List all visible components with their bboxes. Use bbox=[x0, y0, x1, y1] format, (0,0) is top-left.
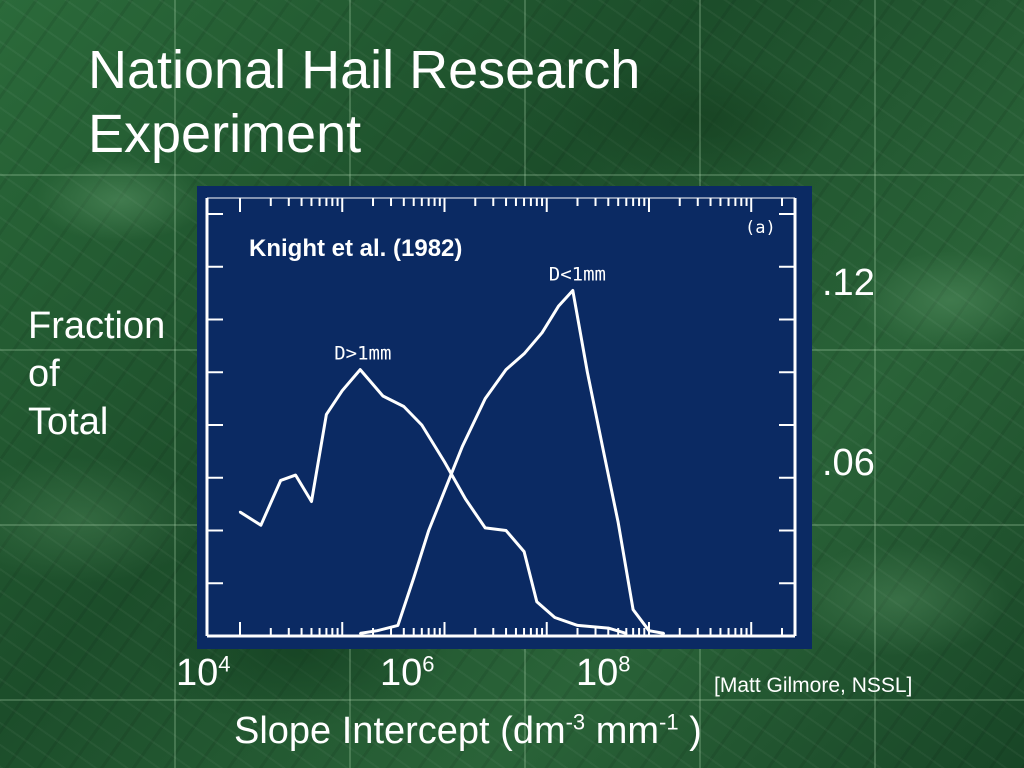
data-point bbox=[412, 576, 415, 580]
data-point bbox=[535, 600, 538, 603]
x-axis-label-end: ) bbox=[678, 710, 702, 752]
data-point bbox=[504, 368, 508, 371]
data-point bbox=[504, 529, 508, 532]
data-point bbox=[484, 397, 487, 400]
chart-plot: Knight et al. (1982) (a) D>1mm D<1mm bbox=[197, 186, 812, 649]
data-point bbox=[662, 632, 666, 635]
data-point bbox=[279, 479, 282, 482]
data-point bbox=[402, 405, 405, 408]
y-axis-label-line-3: Total bbox=[28, 401, 109, 443]
slide-title-line-1: National Hail Research bbox=[88, 40, 641, 100]
x-axis-label-exp-1: -3 bbox=[565, 709, 586, 735]
data-point bbox=[484, 526, 487, 530]
x-axis-label: Slope Intercept (dm-3 mm-1 ) bbox=[234, 710, 702, 753]
data-point bbox=[310, 500, 313, 503]
inset-labels: Knight et al. (1982) (a) D>1mm D<1mm bbox=[249, 218, 776, 365]
data-point bbox=[631, 608, 635, 611]
data-point bbox=[443, 489, 446, 493]
x-tick-exponent: 8 bbox=[618, 651, 631, 677]
data-point bbox=[540, 331, 544, 334]
x-tick-exponent: 4 bbox=[218, 651, 231, 677]
data-point bbox=[625, 632, 628, 635]
slide-title: National Hail Research Experiment bbox=[88, 38, 848, 166]
data-point bbox=[427, 529, 430, 532]
data-point bbox=[325, 413, 328, 416]
series-label-d-lt-1mm: D<1mm bbox=[549, 264, 606, 286]
x-tick-label-1e8: 108 bbox=[576, 652, 631, 695]
x-tick-exponent: 6 bbox=[422, 651, 435, 677]
data-point bbox=[259, 524, 263, 527]
plot-background bbox=[197, 186, 812, 649]
x-axis-label-exp-2: -1 bbox=[659, 709, 679, 735]
x-tick-base: 10 bbox=[380, 652, 423, 694]
data-point bbox=[553, 616, 556, 619]
x-axis-label-mid: mm bbox=[585, 710, 660, 752]
data-point bbox=[443, 460, 446, 464]
data-point bbox=[359, 632, 362, 635]
data-point bbox=[341, 389, 344, 392]
panel-label: (a) bbox=[745, 218, 776, 238]
data-point bbox=[420, 423, 423, 427]
series-layer bbox=[238, 289, 666, 635]
data-point bbox=[571, 289, 574, 292]
y-axis-label: Fraction of Total bbox=[28, 302, 228, 446]
data-point bbox=[396, 624, 400, 627]
data-point bbox=[376, 629, 379, 632]
credit-note: [Matt Gilmore, NSSL] bbox=[714, 674, 913, 697]
data-point bbox=[607, 626, 610, 630]
x-axis-label-base: Slope Intercept (dm bbox=[234, 710, 566, 752]
data-point bbox=[238, 510, 242, 514]
data-point bbox=[464, 497, 467, 501]
slide-title-line-2: Experiment bbox=[88, 104, 362, 164]
data-point bbox=[576, 624, 579, 627]
data-point bbox=[522, 352, 526, 355]
y-tick-label-12: .12 bbox=[822, 262, 875, 304]
x-tick-base: 10 bbox=[176, 652, 219, 694]
series-label-d-gt-1mm: D>1mm bbox=[334, 343, 391, 365]
y-axis-label-line-2: of bbox=[28, 353, 60, 395]
data-point bbox=[359, 368, 362, 371]
data-point bbox=[522, 550, 526, 553]
y-tick-label-06: .06 bbox=[822, 442, 875, 484]
data-point bbox=[586, 371, 589, 374]
data-point bbox=[601, 444, 604, 448]
x-tick-label-1e4: 104 bbox=[176, 652, 231, 695]
y-axis-label-line-1: Fraction bbox=[28, 305, 166, 347]
data-point bbox=[647, 629, 651, 632]
data-point bbox=[294, 473, 297, 477]
data-point bbox=[461, 444, 464, 448]
data-point bbox=[557, 305, 560, 308]
plot-frame bbox=[205, 197, 797, 638]
data-point bbox=[617, 521, 620, 524]
x-tick-label-1e6: 106 bbox=[380, 652, 435, 695]
inset-citation: Knight et al. (1982) bbox=[249, 235, 462, 262]
data-point bbox=[381, 394, 385, 398]
x-tick-base: 10 bbox=[576, 652, 619, 694]
